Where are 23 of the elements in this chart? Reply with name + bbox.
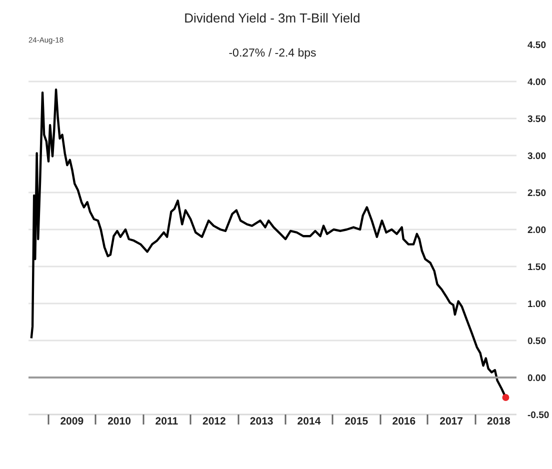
y-tick-label: 2.50 (528, 188, 546, 199)
y-tick-label: 4.00 (528, 77, 546, 88)
chart-subtitle: -0.27% / -2.4 bps (228, 48, 317, 60)
y-tick-label: 3.00 (528, 151, 546, 162)
x-tick-label: 2015 (344, 416, 368, 428)
x-tick-label: 2010 (108, 416, 132, 428)
y-tick-label: 1.00 (528, 299, 546, 310)
y-tick-label: 3.50 (528, 114, 546, 125)
y-tick-label: 2.00 (528, 225, 546, 236)
x-tick-label: 2017 (440, 416, 464, 428)
x-tick-label: 2013 (250, 416, 274, 428)
x-tick-label: 2012 (202, 416, 226, 428)
x-tick-label: 2014 (297, 416, 321, 428)
x-tick-label: 2018 (487, 416, 511, 428)
y-tick-label: -0.50 (528, 410, 550, 421)
y-tick-label: 4.50 (528, 40, 546, 51)
x-tick-label: 2016 (392, 416, 416, 428)
chart-title: Dividend Yield - 3m T-Bill Yield (184, 10, 360, 26)
x-tick-label: 2011 (155, 416, 178, 428)
y-tick-label: 0.00 (528, 373, 546, 384)
y-tick-label: 0.50 (528, 336, 546, 347)
y-tick-label: 1.50 (528, 262, 546, 273)
x-tick-label: 2009 (60, 416, 84, 428)
